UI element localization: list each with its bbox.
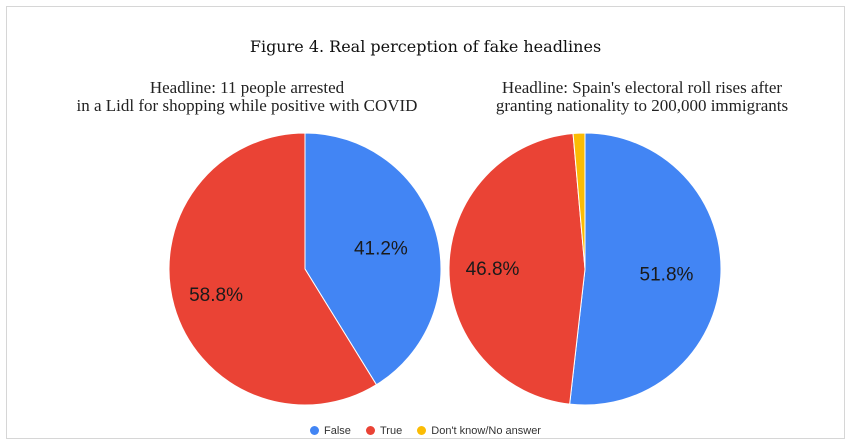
pie2-label-true: 46.8% xyxy=(466,259,520,280)
legend-swatch-false xyxy=(310,426,319,435)
legend-item-dont-know: Don't know/No answer xyxy=(417,425,541,437)
legend-label-dont-know: Don't know/No answer xyxy=(431,425,541,437)
pie1-label-true: 58.8% xyxy=(189,285,243,306)
legend-label-false: False xyxy=(324,425,351,437)
pie2-label-false: 51.8% xyxy=(640,265,694,286)
legend-swatch-dont-know xyxy=(417,426,426,435)
legend-label-true: True xyxy=(380,425,402,437)
chart-legend: False True Don't know/No answer xyxy=(7,425,844,437)
pie-charts: 41.2% 58.8% 51.8% 46.8% xyxy=(7,7,846,440)
legend-item-false: False xyxy=(310,425,351,437)
legend-swatch-true xyxy=(366,426,375,435)
chart-figure: Figure 4. Real perception of fake headli… xyxy=(6,6,845,439)
pie1-label-false: 41.2% xyxy=(354,238,408,259)
legend-item-true: True xyxy=(366,425,402,437)
